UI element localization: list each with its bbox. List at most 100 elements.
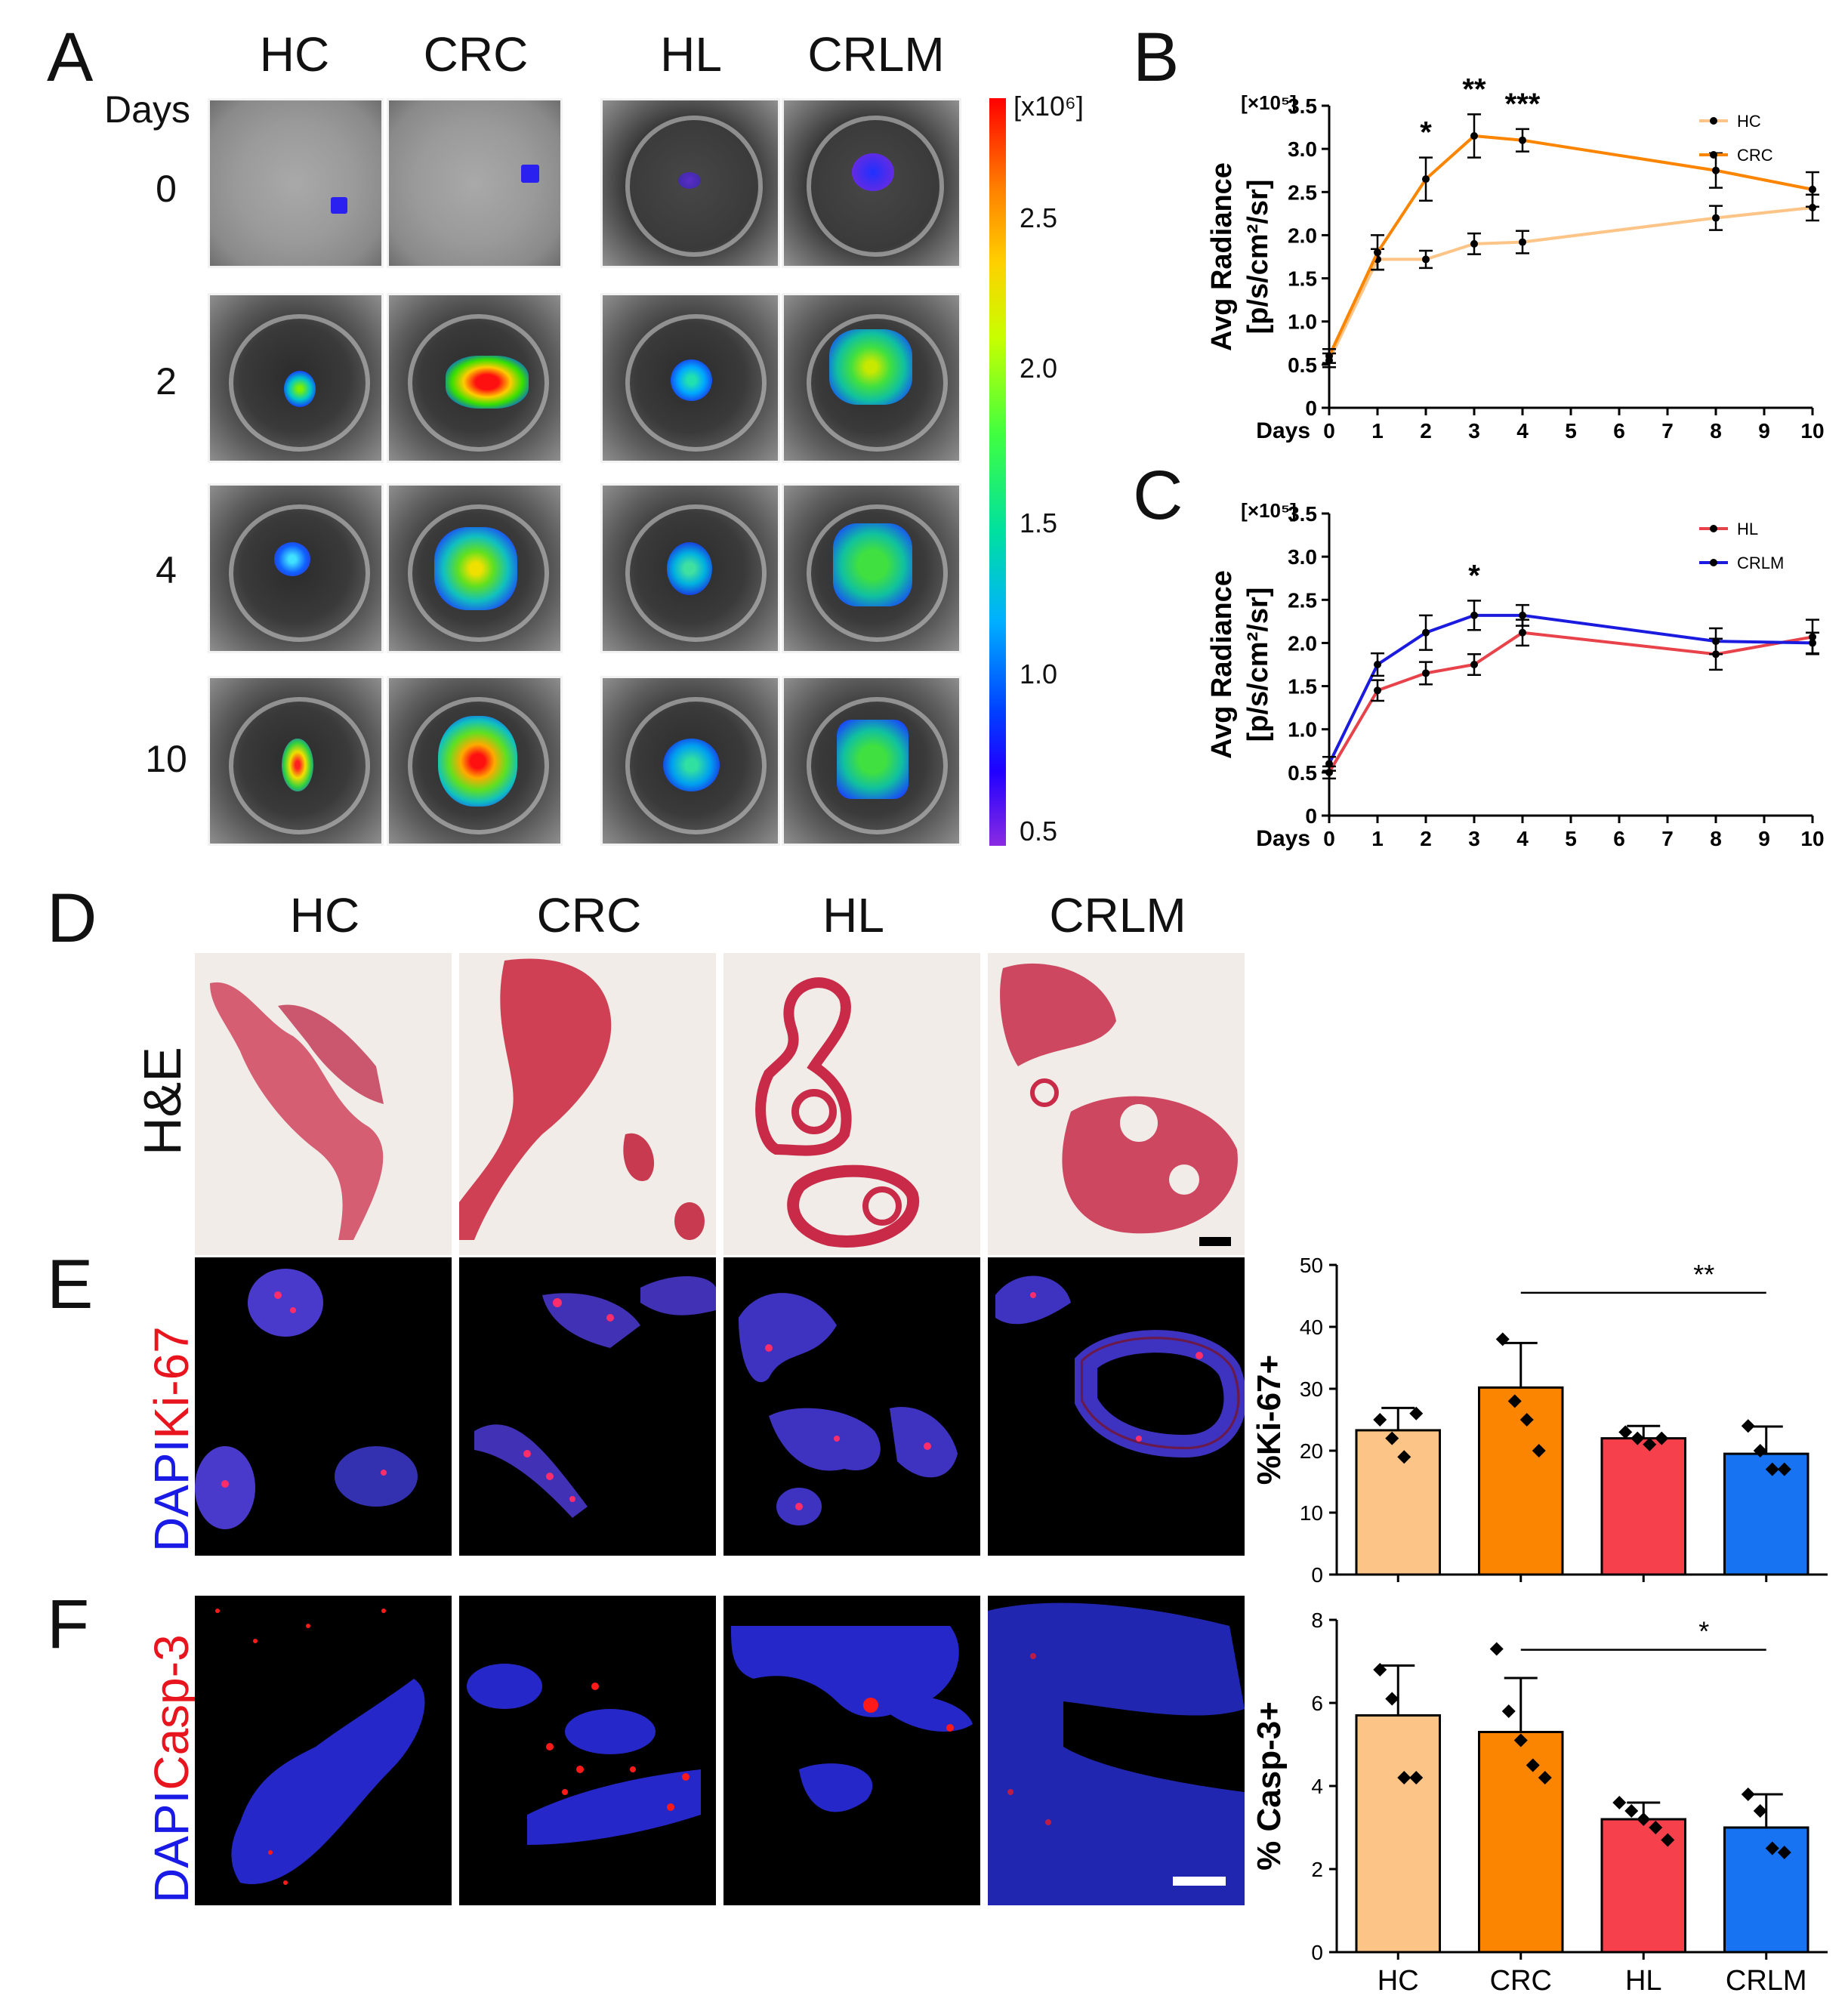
well-hc-day0 xyxy=(208,98,384,268)
y-tick-label: 40 xyxy=(1300,1316,1323,1339)
replicate-point xyxy=(1397,1450,1411,1464)
he-image-crlm xyxy=(988,953,1245,1255)
x-tick-label: 8 xyxy=(1710,419,1722,443)
replicate-point xyxy=(1753,1804,1767,1818)
y-tick-label: 3.0 xyxy=(1288,137,1317,161)
replicate-point xyxy=(1385,1431,1399,1445)
signal-blob xyxy=(667,542,712,595)
data-point xyxy=(1809,639,1816,647)
ki67-image-hl xyxy=(723,1257,980,1556)
data-point xyxy=(1470,611,1478,619)
x-tick-label: 10 xyxy=(1800,827,1824,850)
data-point xyxy=(1712,214,1720,222)
he-image-hl xyxy=(723,953,980,1255)
signal-blob xyxy=(833,523,912,606)
replicate-point xyxy=(1777,1846,1791,1859)
replicate-point xyxy=(1489,1642,1504,1656)
replicate-point xyxy=(1397,1771,1411,1784)
replicate-point xyxy=(1409,1771,1424,1784)
y-tick-label: 6 xyxy=(1311,1692,1323,1715)
bar-hl xyxy=(1600,1437,1686,1576)
signal-blob xyxy=(678,172,701,189)
y-tick-label: 0.5 xyxy=(1288,761,1317,785)
significance-marker: * xyxy=(1420,116,1432,150)
legend-marker xyxy=(1710,151,1717,159)
panel-a-day-0: 0 xyxy=(156,168,177,210)
chart-b: 0 0.5 1.0 1.5 2.0 2.5 3.0 3.5 0 1 2 3 4 5 6 7 8 9 10 Days [×… xyxy=(1206,76,1825,443)
replicate-point xyxy=(1507,1394,1522,1408)
colorbar-tick: 1.0 xyxy=(1020,659,1058,689)
x-tick-label: CRC xyxy=(1490,1965,1552,1997)
y-tick-label: 0.5 xyxy=(1288,353,1317,377)
legend-label: CRC xyxy=(1737,146,1773,165)
y-tick-label: 1.5 xyxy=(1288,267,1317,291)
x-tick-label: 5 xyxy=(1565,419,1577,443)
y-tick-label: 2.5 xyxy=(1288,180,1317,204)
x-tick-label: HC xyxy=(1378,1965,1419,1997)
signal-blob xyxy=(852,153,894,191)
replicate-point xyxy=(1519,1413,1534,1427)
ki67-image-hc xyxy=(195,1257,452,1556)
signal-blob xyxy=(284,371,316,407)
data-point xyxy=(1422,255,1430,264)
replicate-point xyxy=(1501,1704,1516,1718)
series-line-crc xyxy=(1328,134,1813,357)
series-line-hl xyxy=(1328,631,1813,773)
replicate-point xyxy=(1624,1804,1639,1818)
colorbar-tick: 0.5 xyxy=(1020,816,1058,847)
y-axis-title-unit: [p/s/cm²/sr] xyxy=(1242,588,1274,742)
y-tick-label: 2 xyxy=(1311,1858,1323,1881)
he-image-hc xyxy=(195,953,452,1255)
panel-a-day-4: 4 xyxy=(156,549,177,591)
data-point xyxy=(1712,637,1720,646)
replicate-point xyxy=(1765,1462,1779,1476)
well-crc-day0 xyxy=(387,98,563,268)
data-point xyxy=(1374,248,1381,257)
bar-crc xyxy=(1478,1386,1564,1576)
legend-label: HL xyxy=(1737,520,1758,538)
panel-d-header-hc: HC xyxy=(289,888,360,942)
panel-d-header-crc: CRC xyxy=(536,888,642,942)
replicate-point xyxy=(1495,1332,1510,1346)
y-axis-title-unit: [p/s/cm²/sr] xyxy=(1242,180,1274,335)
panel-a-header-crc: CRC xyxy=(423,27,529,82)
x-tick-label: 4 xyxy=(1516,827,1529,850)
y-tick-label: 0 xyxy=(1305,804,1317,828)
well-crc-day10 xyxy=(387,676,563,846)
data-point xyxy=(1519,136,1526,144)
y-tick-label: 1.5 xyxy=(1288,675,1317,699)
y-axis-title: Avg Radiance xyxy=(1206,570,1238,759)
well-hl-day2 xyxy=(600,293,780,463)
replicate-point xyxy=(1655,1431,1669,1445)
well-hc-day10 xyxy=(208,676,384,846)
well-crlm-day10 xyxy=(782,676,961,846)
x-tick-label: 5 xyxy=(1565,827,1577,850)
legend-marker xyxy=(1710,525,1717,532)
y-tick-label: 3.5 xyxy=(1288,502,1317,526)
panel-a-header-hc: HC xyxy=(259,27,330,82)
colorbar-unit: [x10⁶] xyxy=(1013,91,1084,122)
y-axis-title: %Ki-67+ xyxy=(1251,1355,1288,1485)
casp3-image-hc xyxy=(195,1596,452,1905)
data-point xyxy=(1470,132,1478,140)
scale-bar xyxy=(1199,1237,1231,1246)
ki67-label: Ki-67 xyxy=(144,1326,199,1439)
replicate-point xyxy=(1373,1663,1387,1676)
well-crc-day4 xyxy=(387,483,563,653)
replicate-point xyxy=(1741,1788,1755,1801)
data-point xyxy=(1422,175,1430,184)
x-tick-label: 3 xyxy=(1468,827,1480,850)
chart-c: 0 0.5 1.0 1.5 2.0 2.5 3.0 3.5 0 1 2 3 4 5 6 7 8 9 10 Days [×… xyxy=(1206,499,1825,851)
panel-a-day-2: 2 xyxy=(156,360,177,403)
signal-blob xyxy=(671,359,712,401)
data-point xyxy=(1325,760,1333,768)
x-tick-label: 0 xyxy=(1323,827,1335,850)
data-point xyxy=(1374,686,1381,695)
y-tick-label: 50 xyxy=(1300,1254,1323,1277)
x-tick-label: CRLM xyxy=(1726,1965,1807,1997)
panel-d-header-crlm: CRLM xyxy=(1049,888,1186,942)
replicate-point xyxy=(1753,1444,1767,1457)
panel-a-header-hl: HL xyxy=(660,27,722,82)
well-crlm-day4 xyxy=(782,483,961,653)
y-tick-label: 20 xyxy=(1300,1439,1323,1463)
